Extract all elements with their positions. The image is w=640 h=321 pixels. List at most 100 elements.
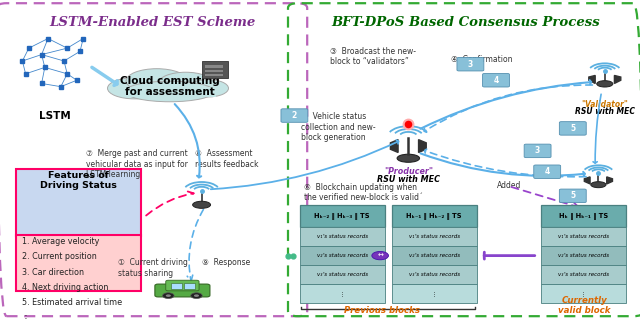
FancyBboxPatch shape: [541, 246, 626, 265]
Text: ⑥  Blockchain updating when
the verified new-block is valid´: ⑥ Blockchain updating when the verified …: [304, 183, 423, 202]
FancyBboxPatch shape: [392, 246, 477, 265]
Text: v₁’s status records: v₁’s status records: [409, 234, 460, 239]
FancyBboxPatch shape: [205, 74, 223, 76]
Text: 4: 4: [545, 167, 550, 176]
Circle shape: [191, 293, 202, 299]
Text: v₃’s status records: v₃’s status records: [317, 272, 367, 277]
Circle shape: [194, 294, 199, 297]
Circle shape: [372, 251, 388, 260]
Text: 3: 3: [535, 146, 540, 155]
Text: v₁’s status records: v₁’s status records: [558, 234, 609, 239]
Text: ②  Vehicle status
collection and new-
block generation: ② Vehicle status collection and new- blo…: [301, 112, 376, 142]
Text: 2: 2: [292, 111, 297, 120]
Ellipse shape: [188, 80, 228, 97]
Text: RSU with MEC: RSU with MEC: [377, 175, 440, 184]
Text: 5: 5: [570, 191, 575, 200]
FancyBboxPatch shape: [300, 265, 385, 284]
FancyBboxPatch shape: [205, 70, 223, 72]
Text: ④  Confirmation: ④ Confirmation: [451, 55, 513, 64]
Polygon shape: [607, 177, 612, 184]
Text: BFT-DPoS Based Consensus Process: BFT-DPoS Based Consensus Process: [332, 16, 600, 29]
FancyBboxPatch shape: [171, 283, 182, 289]
Text: Features of
Driving Status: Features of Driving Status: [40, 171, 117, 190]
FancyBboxPatch shape: [124, 87, 216, 97]
Polygon shape: [419, 140, 426, 152]
FancyBboxPatch shape: [16, 169, 141, 236]
FancyBboxPatch shape: [483, 74, 509, 87]
FancyBboxPatch shape: [300, 246, 385, 265]
Polygon shape: [614, 75, 621, 83]
Text: "Producer": "Producer": [384, 167, 433, 176]
Text: v₂’s status records: v₂’s status records: [317, 253, 367, 258]
Text: RSU with MEC: RSU with MEC: [575, 107, 635, 116]
Text: ⋮: ⋮: [22, 314, 30, 321]
Polygon shape: [390, 140, 398, 152]
FancyBboxPatch shape: [541, 227, 626, 246]
Text: Previous blocks: Previous blocks: [344, 306, 420, 315]
Text: ↔: ↔: [377, 253, 383, 259]
Text: v₂’s status records: v₂’s status records: [409, 253, 460, 258]
FancyBboxPatch shape: [300, 227, 385, 246]
FancyBboxPatch shape: [184, 283, 195, 289]
Circle shape: [163, 293, 174, 299]
FancyBboxPatch shape: [166, 280, 199, 291]
Ellipse shape: [126, 69, 188, 93]
FancyBboxPatch shape: [541, 284, 626, 303]
FancyBboxPatch shape: [202, 61, 228, 78]
Text: v₃’s status records: v₃’s status records: [409, 272, 460, 277]
Text: LSTM-Enabled EST Scheme: LSTM-Enabled EST Scheme: [49, 16, 255, 29]
Ellipse shape: [397, 154, 420, 162]
Text: Hₖ₋₂ ‖ Hₖ₋₃ ‖ TS: Hₖ₋₂ ‖ Hₖ₋₃ ‖ TS: [314, 213, 370, 220]
Ellipse shape: [596, 81, 613, 87]
FancyBboxPatch shape: [457, 57, 484, 71]
FancyBboxPatch shape: [16, 235, 141, 291]
FancyBboxPatch shape: [541, 205, 626, 227]
FancyBboxPatch shape: [300, 205, 385, 227]
Ellipse shape: [125, 81, 214, 102]
Text: ③  Broadcast the new-
block to “validators”: ③ Broadcast the new- block to “validator…: [330, 47, 415, 66]
Polygon shape: [584, 177, 590, 184]
FancyBboxPatch shape: [559, 122, 586, 135]
Text: Added: Added: [497, 181, 521, 190]
Text: ⑧  Assessment
results feedback: ⑧ Assessment results feedback: [195, 149, 259, 169]
Text: ⋮: ⋮: [580, 291, 586, 296]
Ellipse shape: [108, 78, 161, 99]
Text: 4: 4: [493, 76, 499, 85]
Text: ⋮: ⋮: [431, 291, 437, 296]
Text: 5: 5: [570, 124, 575, 133]
Text: ⑨  Response: ⑨ Response: [202, 258, 250, 267]
Text: Cloud computing
for assessment: Cloud computing for assessment: [120, 76, 220, 98]
Ellipse shape: [193, 201, 211, 208]
Text: Currently
valid block: Currently valid block: [558, 296, 611, 315]
FancyBboxPatch shape: [300, 284, 385, 303]
Ellipse shape: [591, 182, 606, 188]
FancyBboxPatch shape: [559, 189, 586, 203]
Text: 5. Estimated arrival time: 5. Estimated arrival time: [22, 299, 122, 308]
Polygon shape: [589, 75, 595, 83]
FancyBboxPatch shape: [392, 265, 477, 284]
Text: 2. Current position: 2. Current position: [22, 252, 97, 261]
Text: Hₖ₋₁ ‖ Hₖ₋₂ ‖ TS: Hₖ₋₁ ‖ Hₖ₋₂ ‖ TS: [406, 213, 462, 220]
FancyBboxPatch shape: [281, 109, 308, 122]
FancyBboxPatch shape: [392, 205, 477, 227]
Text: Hₖ ‖ Hₖ₋₁ ‖ TS: Hₖ ‖ Hₖ₋₁ ‖ TS: [559, 213, 608, 220]
Text: v₃’s status records: v₃’s status records: [558, 272, 609, 277]
Circle shape: [166, 294, 171, 297]
FancyBboxPatch shape: [392, 227, 477, 246]
FancyBboxPatch shape: [524, 144, 551, 158]
Text: ⋮: ⋮: [339, 291, 345, 296]
Text: "Validator": "Validator": [581, 100, 628, 108]
Text: 4. Next driving action: 4. Next driving action: [22, 283, 108, 292]
Text: LSTM: LSTM: [38, 111, 70, 121]
FancyBboxPatch shape: [534, 165, 561, 178]
FancyBboxPatch shape: [155, 284, 210, 297]
Text: 3: 3: [468, 60, 473, 69]
Text: ⑦  Merge past and current
vehicular data as input for
LSTM learning: ⑦ Merge past and current vehicular data …: [86, 149, 188, 179]
Ellipse shape: [159, 72, 212, 93]
Text: ①  Current driving
status sharing: ① Current driving status sharing: [118, 258, 188, 278]
Text: v₂’s status records: v₂’s status records: [558, 253, 609, 258]
Text: v₁’s status records: v₁’s status records: [317, 234, 367, 239]
FancyBboxPatch shape: [392, 284, 477, 303]
Text: 1. Average velocity: 1. Average velocity: [22, 237, 99, 246]
FancyBboxPatch shape: [205, 65, 223, 68]
